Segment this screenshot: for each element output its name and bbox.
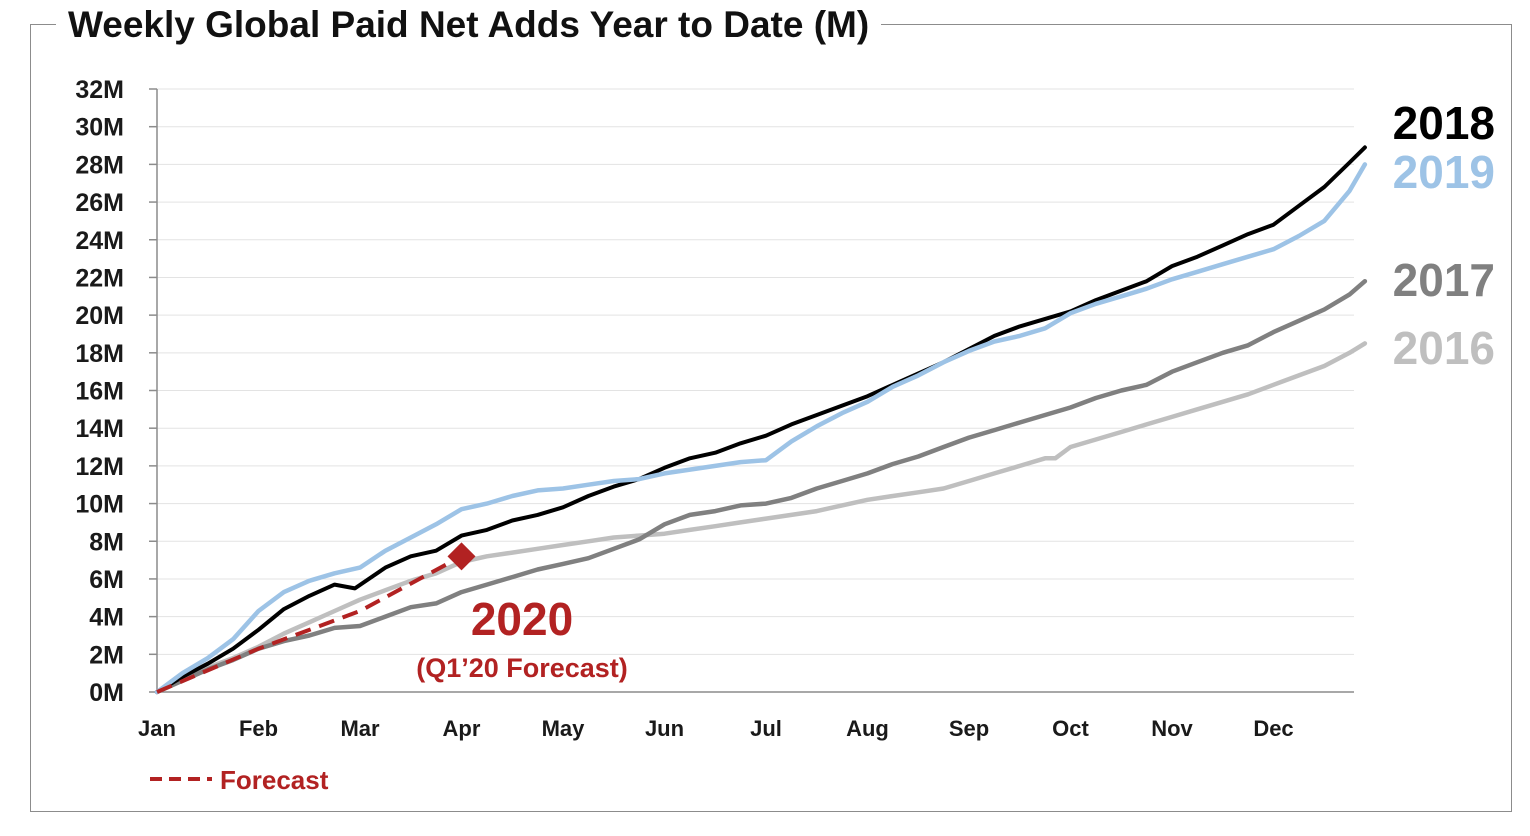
y-tick-label: 14M [75, 415, 124, 443]
y-axis: 0M 2M 4M 6M 8M 10M 12M 14M 16M 18M 20M 22M 24M 26M 28M… [75, 76, 158, 707]
y-tick-label: 18M [75, 340, 124, 368]
y-tick-label: 22M [75, 264, 124, 292]
x-tick-label: Apr [443, 716, 481, 741]
x-tick-label: May [542, 716, 586, 741]
y-tick-label: 10M [75, 491, 124, 519]
y-tick-label: 30M [75, 114, 124, 142]
gridlines [157, 88, 1354, 655]
y-tick-label: 24M [75, 227, 124, 255]
series-label-2018: 2018 [1393, 97, 1495, 149]
series-label-2017: 2017 [1393, 254, 1495, 306]
y-tick-label: 12M [75, 453, 124, 481]
x-tick-label: Oct [1052, 716, 1089, 741]
x-tick-label: Mar [340, 716, 380, 741]
forecast-marker [447, 542, 476, 571]
series-label-2016: 2016 [1393, 322, 1495, 374]
y-tick-label: 28M [75, 151, 124, 179]
forecast-annotation: 2020 (Q1’20 Forecast) [416, 593, 628, 683]
series-line-2018 [155, 145, 1367, 694]
x-tick-label: Aug [846, 716, 889, 741]
x-tick-label: Jul [750, 716, 782, 741]
forecast-group [156, 542, 476, 694]
series-line-2019 [154, 162, 1368, 695]
x-tick-label: Dec [1253, 716, 1293, 741]
forecast-line [156, 554, 463, 694]
chart-title: Weekly Global Paid Net Adds Year to Date… [56, 2, 882, 48]
y-tick-label: 16M [75, 378, 124, 406]
x-tick-label: Nov [1151, 716, 1193, 741]
series-line-2017 [154, 278, 1368, 695]
y-tick-label: 0M [89, 679, 124, 707]
y-tick-label: 20M [75, 302, 124, 330]
annotation-q1-forecast: (Q1’20 Forecast) [416, 653, 628, 683]
y-tick-label: 6M [89, 566, 124, 594]
x-tick-label: Feb [239, 716, 278, 741]
x-axis: Jan Feb Mar Apr May Jun Jul Aug Sep Oct Nov Dec [138, 691, 1354, 741]
x-tick-label: Jan [138, 716, 176, 741]
y-tick-label: 4M [89, 604, 124, 632]
series-lines [154, 145, 1368, 695]
legend: Forecast [150, 765, 329, 795]
series-label-2019: 2019 [1393, 146, 1495, 198]
annotation-2020: 2020 [471, 593, 573, 645]
y-tick-label: 26M [75, 189, 124, 217]
y-tick-label: 8M [89, 528, 124, 556]
y-tick-label: 32M [75, 76, 124, 104]
legend-forecast-label: Forecast [220, 765, 329, 795]
y-tick-label: 2M [89, 641, 124, 669]
x-tick-label: Jun [645, 716, 684, 741]
series-line-2016 [154, 341, 1368, 695]
x-tick-label: Sep [949, 716, 989, 741]
